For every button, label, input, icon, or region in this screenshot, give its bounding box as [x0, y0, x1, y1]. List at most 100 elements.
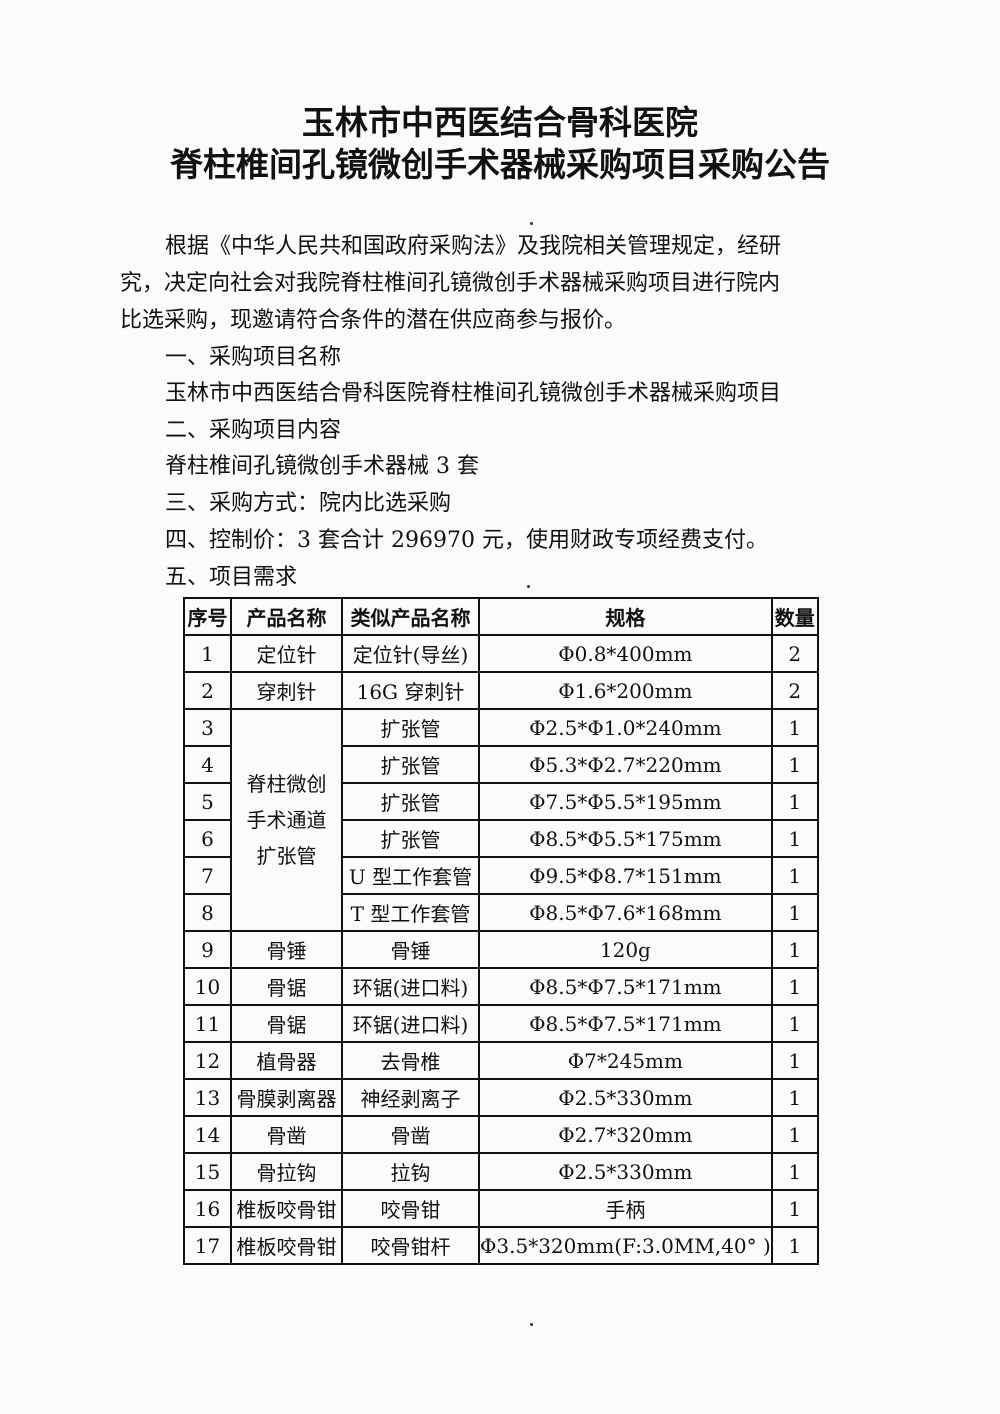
cell-spec: Φ8.5*Φ5.5*175mm [478, 819, 773, 858]
cell-spec: Φ2.5*330mm [478, 1078, 773, 1117]
cell-product-name: 脊柱微创 手术通道 扩张管 [230, 708, 343, 932]
cell-similar-product: U 型工作套管 [341, 856, 480, 895]
cell-spec: Φ0.8*400mm [478, 634, 773, 673]
cell-product-name: 骨锤 [230, 930, 343, 969]
cell-similar-product: 骨凿 [341, 1115, 480, 1154]
cell-spec: Φ3.5*320mm(F:3.0MM,40° ) [478, 1226, 773, 1265]
merged-group-label-line: 脊柱微创 [246, 772, 327, 796]
cell-similar-product: 扩张管 [341, 782, 480, 821]
cell-spec: Φ9.5*Φ8.7*151mm [478, 856, 773, 895]
section-3-heading: 三、采购方式： [165, 491, 320, 516]
cell-quantity: 1 [770, 856, 819, 895]
cell-similar-product: 扩张管 [341, 745, 480, 784]
cell-quantity: 1 [770, 1115, 819, 1154]
intro-line-2: 究，决定向社会对我院脊柱椎间孔镜微创手术器械采购项目进行院内 [120, 271, 781, 296]
cell-index: 7 [183, 856, 232, 895]
cell-index: 5 [183, 782, 232, 821]
cell-spec: 120g [478, 930, 773, 969]
table-row: 15 骨拉钩 拉钩 Φ2.5*330mm 1 [183, 1152, 819, 1191]
table-row: 1 定位针 定位针(导丝) Φ0.8*400mm 2 [183, 634, 819, 673]
cell-spec: 手柄 [478, 1189, 773, 1228]
table-row: 12 植骨器 去骨椎 Φ7*245mm 1 [183, 1041, 819, 1080]
cell-spec: Φ2.5*Φ1.0*240mm [478, 708, 773, 747]
cell-product-name: 骨锯 [230, 967, 343, 1006]
section-4-body: 3 套合计 296970 元，使用财政专项经费支付。 [297, 528, 768, 553]
table-row: 16 椎板咬骨钳 咬骨钳 手柄 1 [183, 1189, 819, 1228]
cell-index: 13 [183, 1078, 232, 1117]
merged-group-label-line: 手术通道 [246, 808, 327, 832]
cell-similar-product: 扩张管 [341, 819, 480, 858]
cell-quantity: 2 [770, 671, 819, 710]
table-row: 10 骨锯 环锯(进口料) Φ8.5*Φ7.5*171mm 1 [183, 967, 819, 1006]
section-3-body: 院内比选采购 [319, 491, 452, 516]
cell-spec: Φ8.5*Φ7.5*171mm [478, 1004, 773, 1043]
cell-similar-product: 骨锤 [341, 930, 480, 969]
scan-speck [527, 585, 530, 588]
cell-quantity: 1 [770, 745, 819, 784]
cell-similar-product: 定位针(导丝) [341, 634, 480, 673]
cell-quantity: 1 [770, 1078, 819, 1117]
cell-similar-product: 扩张管 [341, 708, 480, 747]
cell-spec: Φ8.5*Φ7.6*168mm [478, 893, 773, 932]
cell-index: 17 [183, 1226, 232, 1265]
table-row: 11 骨锯 环锯(进口料) Φ8.5*Φ7.5*171mm 1 [183, 1004, 819, 1043]
table-row: 17 椎板咬骨钳 咬骨钳杆 Φ3.5*320mm(F:3.0MM,40° ) 1 [183, 1226, 819, 1265]
table-row: 8 T 型工作套管 Φ8.5*Φ7.6*168mm 1 [183, 893, 819, 932]
header-similar-product: 类似产品名称 [341, 597, 480, 636]
cell-spec: Φ7*245mm [478, 1041, 773, 1080]
section-1-heading: 一、采购项目名称 [165, 345, 342, 370]
cell-index: 4 [183, 745, 232, 784]
section-4-heading: 四、控制价： [165, 528, 298, 553]
cell-similar-product: 去骨椎 [341, 1041, 480, 1080]
table-row: 2 穿刺针 16G 穿刺针 Φ1.6*200mm 2 [183, 671, 819, 710]
cell-product-name: 椎板咬骨钳 [230, 1189, 343, 1228]
table-row: 13 骨膜剥离器 神经剥离子 Φ2.5*330mm 1 [183, 1078, 819, 1117]
cell-spec: Φ8.5*Φ7.5*171mm [478, 967, 773, 1006]
table-row: 14 骨凿 骨凿 Φ2.7*320mm 1 [183, 1115, 819, 1154]
cell-spec: Φ5.3*Φ2.7*220mm [478, 745, 773, 784]
table-row: 4 扩张管 Φ5.3*Φ2.7*220mm 1 [183, 745, 819, 784]
cell-index: 3 [183, 708, 232, 747]
section-5-heading: 五、项目需求 [165, 565, 298, 590]
intro-line-1: 根据《中华人民共和国政府采购法》及我院相关管理规定，经研 [165, 234, 782, 259]
header-spec: 规格 [478, 597, 773, 636]
document-title-line1: 玉林市中西医结合骨科医院 [302, 103, 698, 142]
cell-product-name: 穿刺针 [230, 671, 343, 710]
cell-index: 10 [183, 967, 232, 1006]
cell-index: 15 [183, 1152, 232, 1191]
header-product-name: 产品名称 [230, 597, 343, 636]
cell-quantity: 1 [770, 1226, 819, 1265]
cell-product-name: 骨锯 [230, 1004, 343, 1043]
cell-index: 6 [183, 819, 232, 858]
header-quantity: 数量 [770, 597, 819, 636]
scan-speck [530, 222, 533, 225]
table-row: 6 扩张管 Φ8.5*Φ5.5*175mm 1 [183, 819, 819, 858]
section-2-body: 脊柱椎间孔镜微创手术器械 3 套 [165, 454, 479, 479]
requirements-table: 序号 产品名称 类似产品名称 规格 数量 1 定位针 定位针(导丝) Φ0.8*400… [183, 597, 819, 1265]
cell-quantity: 1 [770, 708, 819, 747]
cell-product-name: 植骨器 [230, 1041, 343, 1080]
intro-line-3: 比选采购，现邀请符合条件的潜在供应商参与报价。 [120, 308, 627, 333]
section-4: 四、控制价：3 套合计 296970 元，使用财政专项经费支付。 [165, 522, 768, 554]
cell-quantity: 1 [770, 1041, 819, 1080]
cell-product-name: 定位针 [230, 634, 343, 673]
cell-quantity: 2 [770, 634, 819, 673]
scan-speck [530, 1323, 533, 1326]
cell-similar-product: 神经剥离子 [341, 1078, 480, 1117]
cell-spec: Φ1.6*200mm [478, 671, 773, 710]
cell-product-name: 椎板咬骨钳 [230, 1226, 343, 1265]
cell-similar-product: 环锯(进口料) [341, 1004, 480, 1043]
cell-spec: Φ2.7*320mm [478, 1115, 773, 1154]
section-3: 三、采购方式：院内比选采购 [165, 485, 451, 517]
cell-quantity: 1 [770, 893, 819, 932]
header-index: 序号 [183, 597, 232, 636]
cell-quantity: 1 [770, 1152, 819, 1191]
cell-quantity: 1 [770, 930, 819, 969]
cell-similar-product: 拉钩 [341, 1152, 480, 1191]
cell-spec: Φ2.5*330mm [478, 1152, 773, 1191]
cell-similar-product: 16G 穿刺针 [341, 671, 480, 710]
cell-index: 9 [183, 930, 232, 969]
cell-index: 2 [183, 671, 232, 710]
cell-index: 16 [183, 1189, 232, 1228]
cell-product-name: 骨拉钩 [230, 1152, 343, 1191]
